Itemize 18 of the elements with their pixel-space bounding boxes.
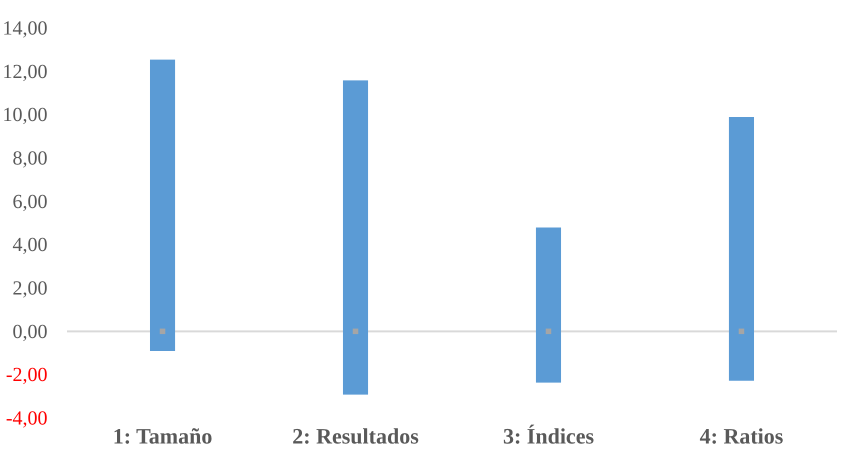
bar: [728, 117, 754, 381]
y-tick-label: 6,00: [12, 190, 48, 213]
y-tick-label: 8,00: [12, 148, 48, 170]
y-tick-label: -2,00: [6, 364, 48, 386]
bar: [342, 80, 368, 395]
y-tick-label: 2,00: [12, 278, 48, 300]
bar: [536, 228, 562, 383]
y-tick-label: 14,00: [2, 18, 48, 40]
y-tick-label: 0,00: [12, 320, 48, 343]
y-tick-label: 10,00: [2, 104, 48, 126]
y-tick-label: -4,00: [6, 408, 48, 430]
x-tick-label: 1: Tamaño: [112, 424, 212, 448]
y-tick-label: 4,00: [12, 234, 48, 256]
x-tick-label: 3: Índices: [502, 424, 594, 448]
x-tick-label: 2: Resultados: [292, 424, 420, 448]
x-tick-label: 4: Ratios: [700, 424, 784, 448]
y-tick-label: 12,00: [2, 60, 48, 83]
bar: [150, 60, 176, 352]
